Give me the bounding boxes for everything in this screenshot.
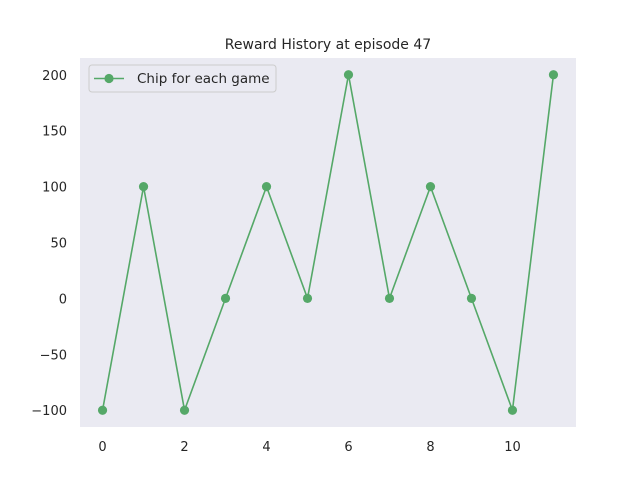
series-layer: [97, 70, 559, 415]
x-tick-label: 10: [504, 440, 521, 455]
y-tick-label: 200: [42, 69, 67, 84]
y-tick-label: 50: [50, 237, 67, 252]
x-tick-label: 2: [180, 440, 188, 455]
chart-title: Reward History at episode 47: [225, 37, 431, 53]
x-tick-label: 4: [262, 440, 270, 455]
y-tick-label: 150: [42, 125, 67, 140]
data-point-marker: [507, 405, 518, 415]
data-point-marker: [384, 293, 395, 304]
y-tick-label: −50: [40, 348, 67, 363]
data-point-marker: [97, 405, 108, 415]
data-point-marker: [548, 70, 559, 80]
data-point-marker: [425, 181, 436, 192]
legend-label: Chip for each game: [137, 71, 270, 87]
data-point-marker: [261, 181, 272, 192]
x-tick-label: 8: [426, 440, 434, 455]
data-point-marker: [343, 70, 354, 80]
series-line: [101, 73, 555, 412]
x-axis-ticks: 0 2 4 6 8 10: [98, 440, 520, 455]
x-tick-label: 0: [98, 440, 106, 455]
legend: Chip for each game: [88, 64, 277, 93]
plot-area: [80, 58, 576, 427]
legend-box: [88, 64, 277, 93]
y-tick-label: −100: [31, 404, 67, 419]
y-tick-label: 100: [42, 181, 67, 196]
y-axis-ticks: −100 −50 0 50 100 150 200: [31, 69, 67, 419]
data-point-marker: [466, 293, 477, 304]
data-point-marker: [302, 293, 313, 304]
y-tick-label: 0: [59, 292, 67, 307]
data-point-marker: [220, 293, 231, 304]
data-point-marker: [138, 181, 149, 192]
x-tick-label: 6: [344, 440, 352, 455]
legend-marker-swatch: [104, 73, 114, 84]
data-point-marker: [179, 405, 190, 415]
